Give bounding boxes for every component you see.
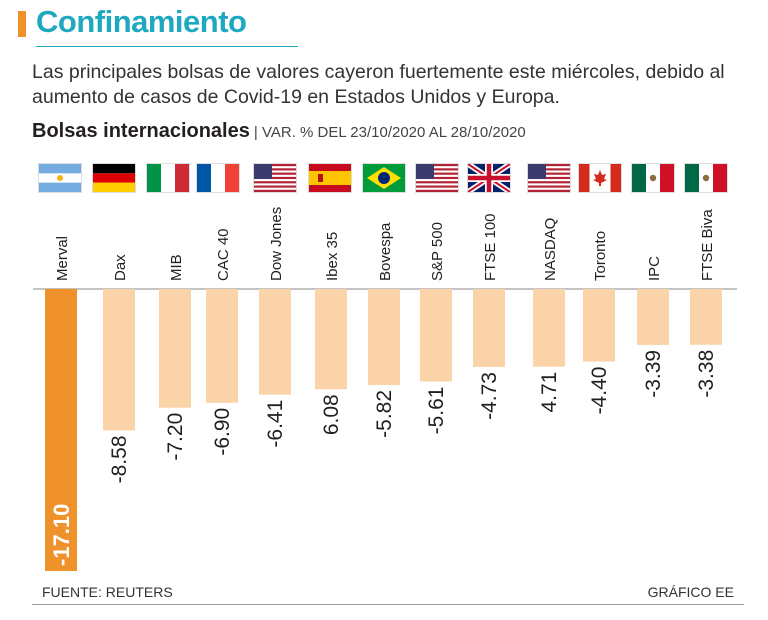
subtitle: Las principales bolsas de valores cayero… xyxy=(32,61,725,108)
mexico-flag-icon xyxy=(632,164,674,192)
canada-flag-icon xyxy=(579,164,621,192)
bar xyxy=(473,289,505,368)
category-label: IPC xyxy=(646,256,663,281)
data-label: -5.61 xyxy=(425,387,448,435)
bar xyxy=(690,289,722,345)
bar xyxy=(159,289,191,408)
category-label: Ibex 35 xyxy=(324,232,341,281)
data-label: -3.39 xyxy=(642,350,665,398)
bar xyxy=(583,289,615,362)
category-label: Toronto xyxy=(592,231,609,281)
data-label: 4.71 xyxy=(538,372,561,413)
argentina-flag-icon xyxy=(39,164,81,192)
brazil-flag-icon xyxy=(363,164,405,192)
category-label: CAC 40 xyxy=(215,228,232,281)
bar xyxy=(533,289,565,367)
category-label: MIB xyxy=(168,254,185,281)
section-header: Bolsas internacionales | VAR. % DEL 23/10… xyxy=(32,120,526,143)
bar xyxy=(368,289,400,385)
section-subtitle: | VAR. % DEL 23/10/2020 AL 28/10/2020 xyxy=(253,124,526,141)
category-label: Dax xyxy=(112,254,129,281)
usa-flag-icon xyxy=(416,164,458,192)
mexico-flag-icon xyxy=(685,164,727,192)
title-block: Confinamiento xyxy=(18,4,298,50)
usa-flag-icon xyxy=(254,164,296,192)
bottom-rule xyxy=(32,604,744,605)
bar xyxy=(45,289,77,571)
data-label: -4.40 xyxy=(588,367,611,415)
category-label: FTSE 100 xyxy=(482,213,499,281)
category-label: NASDAQ xyxy=(542,218,559,281)
bar xyxy=(420,289,452,382)
category-label: S&P 500 xyxy=(429,222,446,281)
usa-flag-icon xyxy=(528,164,570,192)
bar xyxy=(103,289,135,431)
spain-flag-icon xyxy=(309,164,351,192)
germany-flag-icon xyxy=(93,164,135,192)
bar xyxy=(637,289,669,345)
source-note: FUENTE: REUTERS xyxy=(42,584,173,600)
bar-chart: Merval -17.10 Dax -8.58 MIB -7.20 CAC 40 -6.90 D… xyxy=(33,207,737,571)
france-flag-icon xyxy=(197,164,239,192)
category-label: Bovespa xyxy=(377,222,394,281)
category-label: Merval xyxy=(54,236,71,281)
data-label: -6.90 xyxy=(211,408,234,456)
category-label: Dow Jones xyxy=(268,207,285,281)
section-title: Bolsas internacionales xyxy=(32,120,250,142)
data-label: -7.20 xyxy=(164,413,187,461)
uk-flag-icon xyxy=(468,164,510,192)
bar xyxy=(259,289,291,395)
data-label: -6.41 xyxy=(264,400,287,448)
title-underline xyxy=(36,46,298,47)
bar xyxy=(206,289,238,403)
title-accent-bar xyxy=(18,11,26,37)
category-label: FTSE Biva xyxy=(699,209,716,281)
graphic-credit: GRÁFICO EE xyxy=(647,584,734,600)
data-label: -8.58 xyxy=(108,435,131,483)
data-label: -4.73 xyxy=(478,372,501,420)
bar xyxy=(315,289,347,390)
data-label: 6.08 xyxy=(320,394,343,435)
italy-flag-icon xyxy=(147,164,189,192)
data-label: -17.10 xyxy=(49,504,74,566)
data-label: -3.38 xyxy=(695,350,718,398)
data-label: -5.82 xyxy=(373,390,396,438)
page-title: Confinamiento xyxy=(36,4,247,39)
